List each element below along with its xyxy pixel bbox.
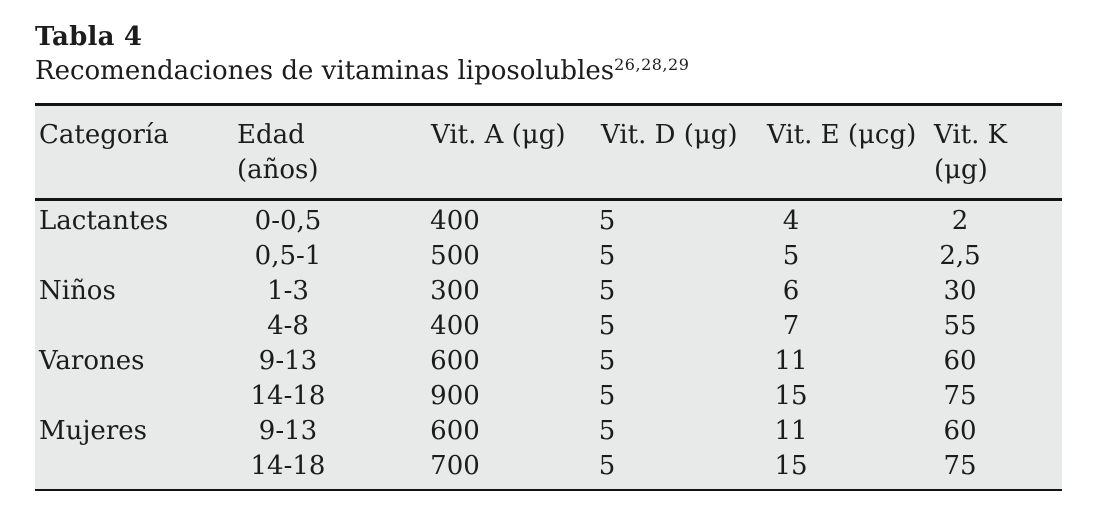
table-row: Lactantes 0-0,5 400 5 4 2 [35, 200, 1062, 240]
category-cell: Mujeres [39, 416, 147, 446]
vit-a-cell: 700 [430, 451, 480, 481]
table-row: Varones 9-13 600 5 11 60 [35, 344, 1062, 379]
table-body: Lactantes 0-0,5 400 5 4 2 0,5-1 500 5 5 … [35, 200, 1062, 491]
header-categoria: Categoría [35, 104, 233, 201]
age-cell: 0,5-1 [254, 241, 322, 271]
age-cell: 1-3 [267, 276, 309, 306]
vit-d-cell: 5 [598, 416, 616, 446]
vit-d-cell: 5 [598, 311, 616, 341]
vit-d-cell: 5 [598, 346, 616, 376]
header-vit-e: Vit. E (μcg) [763, 104, 930, 201]
vit-a-cell: 300 [430, 276, 480, 306]
vitamins-table: Categoría Edad (años) Vit. A (μg) Vit. D … [35, 103, 1062, 491]
vit-e-cell: 5 [782, 241, 800, 271]
vit-e-cell: 15 [774, 381, 808, 411]
category-cell [35, 239, 233, 274]
age-cell: 14-18 [250, 381, 326, 411]
vit-a-cell: 400 [430, 206, 480, 236]
vit-e-cell: 15 [774, 451, 808, 481]
table-row: Niños 1-3 300 5 6 30 [35, 274, 1062, 309]
table-number-label: Tabla 4 [35, 22, 143, 52]
vit-k-cell: 60 [943, 416, 977, 446]
table-row: 0,5-1 500 5 5 2,5 [35, 239, 1062, 274]
vit-d-cell: 5 [598, 451, 616, 481]
vit-d-cell: 5 [598, 241, 616, 271]
category-cell [35, 449, 233, 490]
vit-d-cell: 5 [598, 381, 616, 411]
vit-e-cell: 11 [774, 416, 808, 446]
age-cell: 9-13 [258, 416, 318, 446]
reference-superscript: 26,28,29 [614, 55, 690, 75]
vit-d-cell: 5 [598, 276, 616, 306]
table-caption-text: Recomendaciones de vitaminas liposoluble… [35, 56, 615, 86]
vit-a-cell: 500 [430, 241, 480, 271]
table-row: Mujeres 9-13 600 5 11 60 [35, 414, 1062, 449]
table-row: 4-8 400 5 7 55 [35, 309, 1062, 344]
header-vit-a: Vit. A (μg) [427, 104, 597, 201]
vit-a-cell: 600 [430, 416, 480, 446]
vit-k-cell: 60 [943, 346, 977, 376]
category-cell: Varones [39, 346, 145, 376]
table-header-row: Categoría Edad (años) Vit. A (μg) Vit. D … [35, 104, 1062, 201]
article-page: Tabla 4 Recomendaciones de vitaminas lip… [35, 22, 1062, 491]
header-vit-k: Vit. K (μg) [930, 104, 1062, 201]
vit-k-cell: 75 [943, 381, 977, 411]
vit-k-cell: 55 [943, 311, 977, 341]
vit-a-cell: 400 [430, 311, 480, 341]
age-cell: 14-18 [250, 451, 326, 481]
vit-e-cell: 6 [782, 276, 800, 306]
vit-a-cell: 600 [430, 346, 480, 376]
table-row: 14-18 700 5 15 75 [35, 449, 1062, 490]
header-edad: Edad (años) [233, 104, 427, 201]
category-cell [35, 309, 233, 344]
vit-d-cell: 5 [598, 206, 616, 236]
table-header: Categoría Edad (años) Vit. A (μg) Vit. D … [35, 104, 1062, 201]
age-cell: 4-8 [267, 311, 309, 341]
table-row: 14-18 900 5 15 75 [35, 379, 1062, 414]
vit-e-cell: 4 [782, 206, 800, 236]
category-cell: Lactantes [39, 206, 169, 236]
vit-k-cell: 2 [951, 206, 969, 236]
vit-a-cell: 900 [430, 381, 480, 411]
header-vit-d: Vit. D (μg) [597, 104, 763, 201]
category-cell: Niños [39, 276, 116, 306]
vit-e-cell: 11 [774, 346, 808, 376]
vit-k-cell: 2,5 [939, 241, 981, 271]
age-cell: 9-13 [258, 346, 318, 376]
category-cell [35, 379, 233, 414]
vit-k-cell: 75 [943, 451, 977, 481]
age-cell: 0-0,5 [254, 206, 322, 236]
vit-k-cell: 30 [943, 276, 977, 306]
vit-e-cell: 7 [782, 311, 800, 341]
table-caption: Recomendaciones de vitaminas liposoluble… [35, 54, 1062, 91]
